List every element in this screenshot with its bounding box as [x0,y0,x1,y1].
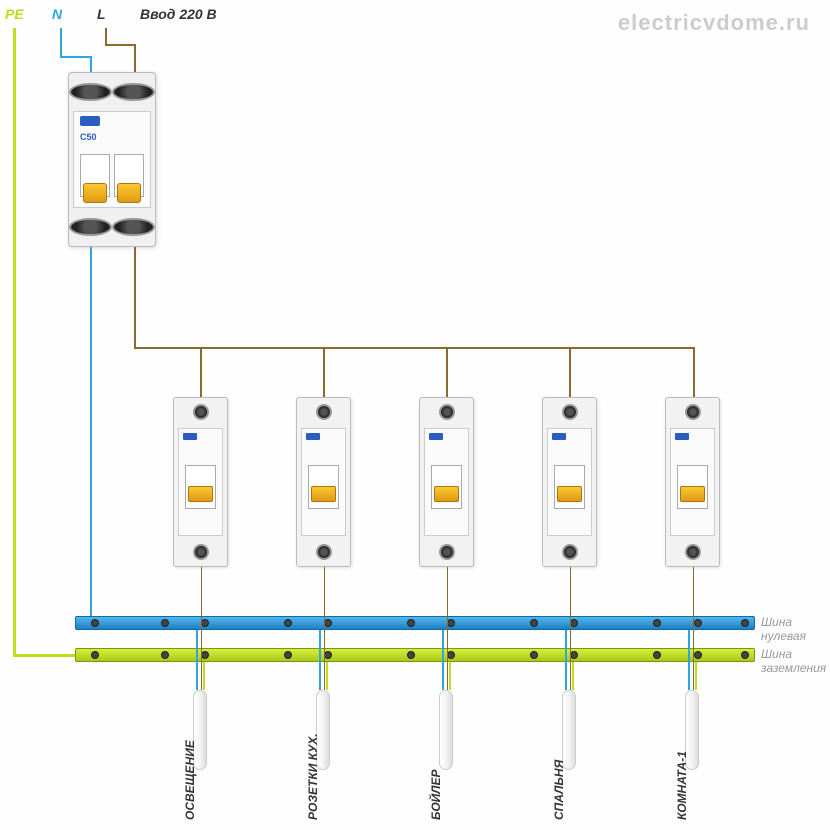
main-breaker: C50 [68,72,156,247]
pe-bus-label: Шина заземления [761,647,830,675]
main-breaker-rating: C50 [80,132,97,142]
cable-3 [562,690,576,770]
label-l: L [97,6,106,22]
sub-breaker-2 [419,397,474,567]
pe-busbar [75,648,755,662]
cable-label-2: БОЙЛЕР [429,769,443,820]
watermark: electricvdome.ru [618,10,810,36]
label-n: N [52,6,62,22]
neutral-busbar [75,616,755,630]
sub-breaker-3 [542,397,597,567]
sub-breaker-1 [296,397,351,567]
cable-label-4: КОМНАТА-1 [675,751,689,820]
cable-2 [439,690,453,770]
label-pe: PE [5,6,24,22]
cable-label-1: РОЗЕТКИ КУХ. [306,733,320,820]
sub-breaker-0 [173,397,228,567]
input-label: Ввод 220 В [140,6,217,22]
neutral-bus-label: Шина нулевая [761,615,830,643]
cable-label-0: ОСВЕЩЕНИЕ [183,740,197,820]
cable-label-3: СПАЛЬНЯ [552,760,566,820]
sub-breaker-4 [665,397,720,567]
